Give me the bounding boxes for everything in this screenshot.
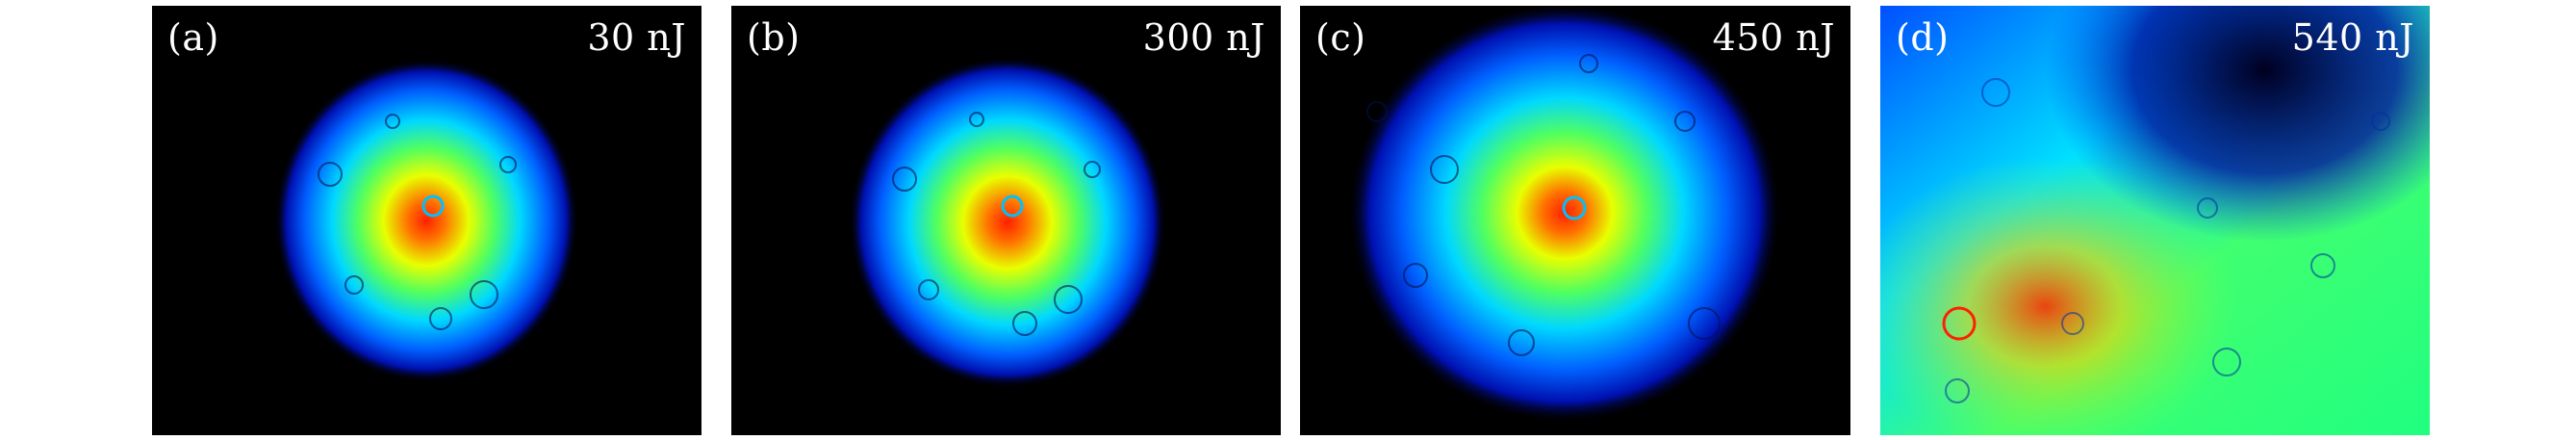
panel-label: (c): [1315, 16, 1366, 59]
beam-profile-image-d: [1880, 6, 2430, 435]
beam-image-panel-d: (d) 540 nJ: [1880, 6, 2430, 435]
beam-image-panel-a: (a) 30 nJ: [152, 6, 701, 435]
energy-label: 540 nJ: [2291, 16, 2414, 59]
energy-label: 300 nJ: [1142, 16, 1265, 59]
beam-profile-image-a: [152, 6, 701, 435]
energy-label: 30 nJ: [587, 16, 686, 59]
beam-image-panel-c: (c) 450 nJ: [1300, 6, 1850, 435]
beam-image-panel-b: (b) 300 nJ: [731, 6, 1281, 435]
energy-label: 450 nJ: [1712, 16, 1835, 59]
beam-profile-image-b: [731, 6, 1281, 435]
panel-label: (d): [1896, 16, 1950, 59]
panel-label: (a): [167, 16, 219, 59]
panel-label: (b): [747, 16, 801, 59]
beam-profile-image-c: [1300, 6, 1850, 435]
